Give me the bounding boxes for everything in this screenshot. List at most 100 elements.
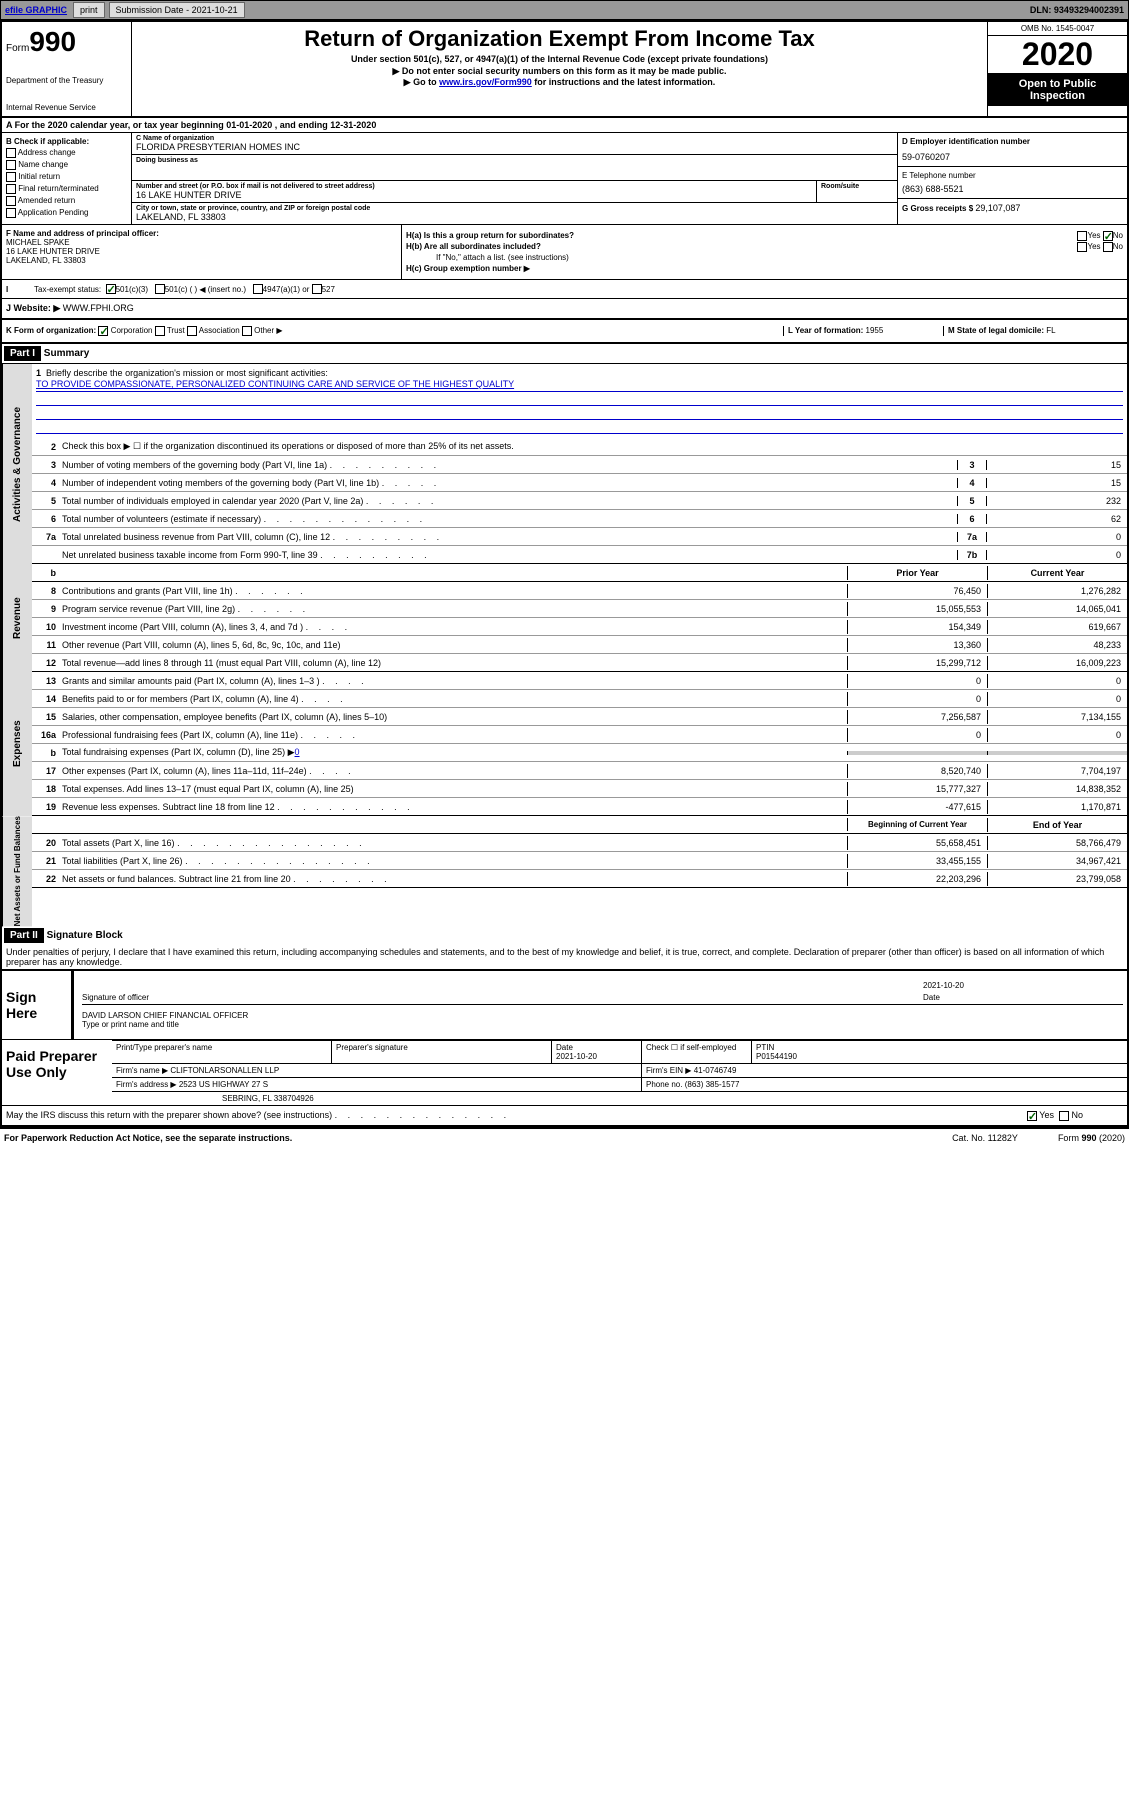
c12: 16,009,223	[987, 656, 1127, 670]
room-label: Room/suite	[821, 183, 893, 190]
cb-527[interactable]	[312, 284, 322, 294]
cb-address-change[interactable]	[6, 148, 16, 158]
cb-initial-return[interactable]	[6, 172, 16, 182]
submission-button[interactable]: Submission Date - 2021-10-21	[109, 2, 245, 18]
form-main: Form990 Department of the Treasury Inter…	[0, 20, 1129, 1129]
cb-ha-yes[interactable]	[1077, 231, 1087, 241]
paid-preparer-label: Paid Preparer Use Only	[2, 1040, 112, 1105]
cb-final-return[interactable]	[6, 184, 16, 194]
form-title: Return of Organization Exempt From Incom…	[136, 26, 983, 52]
p12: 15,299,712	[847, 656, 987, 670]
officer-name: MICHAEL SPAKE	[6, 238, 397, 247]
cb-assoc[interactable]	[187, 326, 197, 336]
state-domicile: FL	[1046, 326, 1055, 335]
ein-val: 59-0760207	[902, 152, 1123, 162]
footer-mid: Cat. No. 11282Y	[952, 1133, 1018, 1143]
p10: 154,349	[847, 620, 987, 634]
dept-text: Department of the Treasury	[6, 76, 127, 85]
part1-header: Part I Summary	[2, 344, 1127, 364]
h-box: H(a) Is this a group return for subordin…	[402, 225, 1127, 279]
irs-text: Internal Revenue Service	[6, 103, 127, 112]
form-number-box: Form990 Department of the Treasury Inter…	[2, 22, 132, 116]
c19: 1,170,871	[987, 800, 1127, 814]
p21: 33,455,155	[847, 854, 987, 868]
p13: 0	[847, 674, 987, 688]
org-name: FLORIDA PRESBYTERIAN HOMES INC	[136, 142, 893, 152]
footer-left: For Paperwork Reduction Act Notice, see …	[4, 1133, 292, 1143]
col-d: D Employer identification number 59-0760…	[897, 133, 1127, 224]
firm-name: CLIFTONLARSONALLEN LLP	[170, 1066, 279, 1075]
col-b: B Check if applicable: Address change Na…	[2, 133, 132, 224]
side-expenses: Expenses	[2, 672, 32, 816]
cb-application[interactable]	[6, 208, 16, 218]
cb-other[interactable]	[242, 326, 252, 336]
c13: 0	[987, 674, 1127, 688]
c10: 619,667	[987, 620, 1127, 634]
website-val: WWW.FPHI.ORG	[60, 303, 134, 313]
cb-name-change[interactable]	[6, 160, 16, 170]
cb-4947[interactable]	[253, 284, 263, 294]
p18: 15,777,327	[847, 782, 987, 796]
subtitle-2: ▶ Do not enter social security numbers o…	[136, 66, 983, 77]
col-c: C Name of organization FLORIDA PRESBYTER…	[132, 133, 897, 224]
cb-501c[interactable]	[155, 284, 165, 294]
cb-corp[interactable]	[98, 326, 108, 336]
open-public: Open to Public Inspection	[988, 74, 1127, 106]
sig-date: 2021-10-20	[923, 981, 1123, 993]
section-a: A For the 2020 calendar year, or tax yea…	[2, 118, 1127, 133]
officer-addr: 16 LAKE HUNTER DRIVE	[6, 247, 397, 256]
print-button[interactable]: print	[73, 2, 105, 18]
f-box: F Name and address of principal officer:…	[2, 225, 402, 279]
cb-ha-no[interactable]	[1103, 231, 1113, 241]
discuss-q: May the IRS discuss this return with the…	[6, 1110, 510, 1121]
row-j: J Website: ▶ WWW.FPHI.ORG	[2, 299, 1127, 320]
p11: 13,360	[847, 638, 987, 652]
year-box: OMB No. 1545-0047 2020 Open to Public In…	[987, 22, 1127, 116]
c8: 1,276,282	[987, 584, 1127, 598]
c22: 23,799,058	[987, 872, 1127, 886]
tax-year: 2020	[988, 36, 1127, 74]
subtitle-3: ▶ Go to www.irs.gov/Form990 for instruct…	[136, 77, 983, 88]
cb-discuss-yes[interactable]	[1027, 1111, 1037, 1121]
efile-link[interactable]: efile GRAPHIC	[1, 5, 71, 15]
typed-name: DAVID LARSON CHIEF FINANCIAL OFFICER	[82, 1011, 248, 1020]
row-i: I Tax-exempt status: 501(c)(3) 501(c) ( …	[2, 280, 1127, 299]
cb-trust[interactable]	[155, 326, 165, 336]
org-name-label: C Name of organization	[136, 135, 893, 142]
p20: 55,658,451	[847, 836, 987, 850]
p9: 15,055,553	[847, 602, 987, 616]
gross-val: 29,107,087	[975, 203, 1020, 213]
p16a: 0	[847, 728, 987, 742]
year-formation: 1955	[866, 326, 884, 335]
perjury-text: Under penalties of perjury, I declare th…	[2, 945, 1127, 969]
v4: 15	[987, 478, 1127, 488]
firm-ein: 41-0746749	[694, 1066, 737, 1075]
city-label: City or town, state or province, country…	[136, 205, 893, 212]
cb-hb-yes[interactable]	[1077, 242, 1087, 252]
cb-501c3[interactable]	[106, 284, 116, 294]
c9: 14,065,041	[987, 602, 1127, 616]
c15: 7,134,155	[987, 710, 1127, 724]
side-netassets: Net Assets or Fund Balances	[2, 816, 32, 926]
v3: 15	[987, 460, 1127, 470]
omb-text: OMB No. 1545-0047	[988, 22, 1127, 36]
side-revenue: Revenue	[2, 564, 32, 672]
cb-amended[interactable]	[6, 196, 16, 206]
topbar: efile GRAPHIC print Submission Date - 20…	[0, 0, 1129, 20]
mission-text: TO PROVIDE COMPASSIONATE, PERSONALIZED C…	[36, 378, 1123, 392]
cb-discuss-no[interactable]	[1059, 1111, 1069, 1121]
v6: 62	[987, 514, 1127, 524]
cb-hb-no[interactable]	[1103, 242, 1113, 252]
ptin: P01544190	[756, 1052, 797, 1061]
city-val: LAKELAND, FL 33803	[136, 212, 893, 222]
firm-phone: (863) 385-1577	[685, 1080, 740, 1089]
c14: 0	[987, 692, 1127, 706]
irs-link[interactable]: www.irs.gov/Form990	[439, 77, 532, 87]
addr-val: 16 LAKE HUNTER DRIVE	[136, 190, 812, 200]
row-klm: K Form of organization: Corporation Trus…	[2, 320, 1127, 344]
c16a: 0	[987, 728, 1127, 742]
p15: 7,256,587	[847, 710, 987, 724]
p17: 8,520,740	[847, 764, 987, 778]
title-box: Return of Organization Exempt From Incom…	[132, 22, 987, 116]
sign-here-label: Sign Here	[2, 971, 72, 1039]
